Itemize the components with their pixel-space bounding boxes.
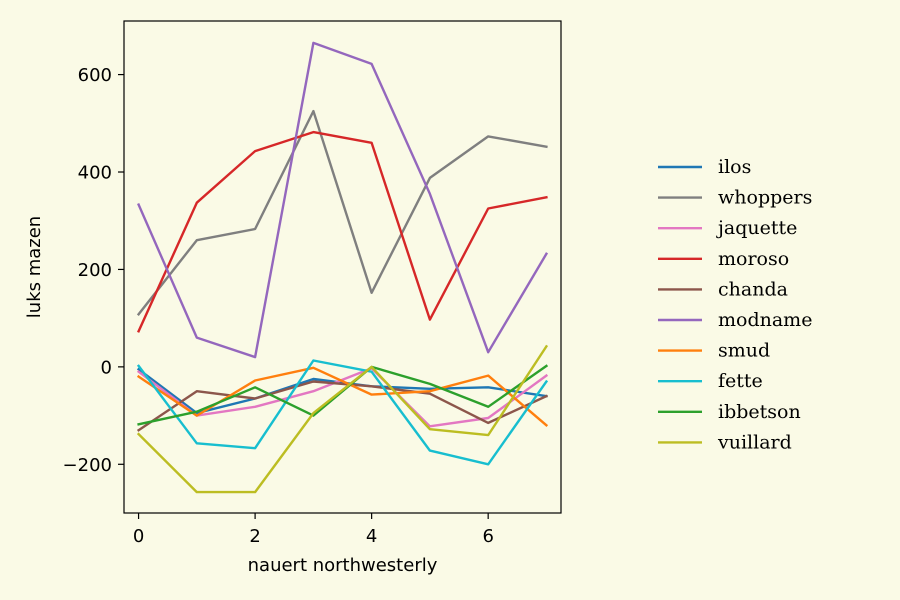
legend-label-moroso: moroso (718, 248, 789, 270)
legend-label-jaquette: jaquette (716, 217, 797, 239)
y-tick-label: 600 (78, 65, 112, 86)
legend-label-ibbetson: ibbetson (718, 401, 801, 423)
legend-label-whoppers: whoppers (718, 187, 812, 209)
x-tick-label: 4 (366, 526, 377, 547)
legend-label-vuillard: vuillard (717, 431, 792, 453)
y-tick-label: −200 (63, 455, 112, 476)
legend: ilos whoppers jaquette moroso chanda modname s… (658, 156, 812, 453)
series-line-chanda (136, 380, 548, 432)
legend-label-modname: modname (718, 309, 812, 331)
series-line-smud (136, 366, 549, 427)
legend-label-smud: smud (718, 340, 770, 362)
x-tick-label: 0 (133, 526, 144, 547)
series-line-moroso (137, 130, 548, 333)
y-tick-label: 0 (101, 357, 112, 378)
legend-label-fette: fette (718, 370, 763, 392)
x-tick-label: 2 (249, 526, 260, 547)
legend-label-chanda: chanda (718, 278, 788, 300)
series-line-modname (137, 41, 549, 359)
series-layer (136, 41, 549, 494)
y-axis: −200 0 200 400 600 (63, 65, 124, 476)
x-tick-label: 6 (482, 526, 493, 547)
y-tick-label: 200 (78, 260, 112, 281)
x-axis-label: nauert northwesterly (248, 555, 438, 576)
series-line-whoppers (136, 109, 548, 316)
series-line-jaquette (136, 367, 549, 428)
y-tick-label: 400 (78, 163, 112, 184)
x-axis: 0 2 4 6 (133, 513, 494, 547)
plot-area (124, 21, 561, 513)
plot-frame (123, 20, 562, 514)
y-axis-label: luks mazen (24, 216, 45, 318)
legend-label-ilos: ilos (718, 156, 751, 178)
series-line-fette (136, 359, 549, 466)
series-line-vuillard (136, 344, 549, 494)
